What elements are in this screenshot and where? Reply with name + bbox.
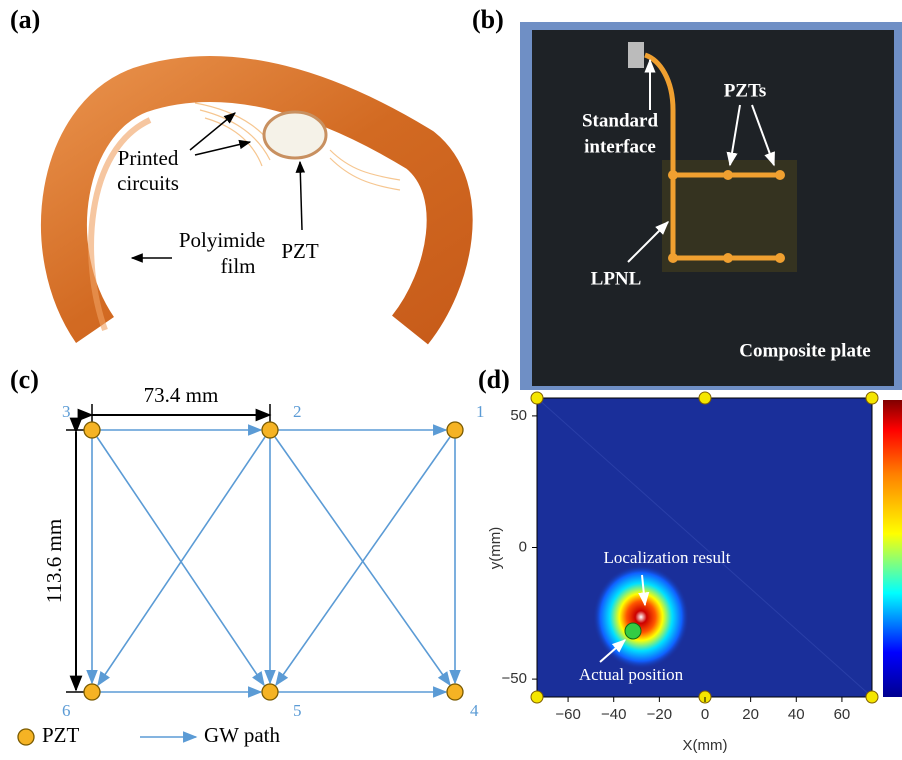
x-tick-label: −40 xyxy=(601,706,626,723)
pzt-nodes xyxy=(84,422,463,700)
annotation: Actual position xyxy=(579,665,684,684)
x-tick-label: 40 xyxy=(788,706,805,723)
node-label: 1 xyxy=(476,402,485,421)
panel-b: (b) Standard interface PZTs LPNL Composi… xyxy=(472,5,902,390)
x-tick-label: 0 xyxy=(701,706,709,723)
node-label: 5 xyxy=(293,701,302,720)
panel-label: (a) xyxy=(10,5,40,34)
arrow xyxy=(195,142,250,155)
legend-label: GW path xyxy=(204,723,281,747)
polyimide-film xyxy=(64,79,450,330)
annotation: Standard xyxy=(582,110,658,131)
x-tick-label: 60 xyxy=(834,706,851,723)
annotation: Composite plate xyxy=(739,340,870,361)
panel-d: (d) Localization result Actual position … xyxy=(478,365,902,754)
node-label: 2 xyxy=(293,402,302,421)
dimension-label: 73.4 mm xyxy=(144,383,219,407)
legend-label: PZT xyxy=(42,723,80,747)
node-label: 4 xyxy=(470,701,479,720)
x-axis-label: X(mm) xyxy=(683,737,728,754)
annotation: PZT xyxy=(281,239,319,263)
legend-marker xyxy=(18,729,34,745)
connector xyxy=(628,42,644,68)
annotation: Polyimide xyxy=(179,228,265,252)
annotation: Localization result xyxy=(604,548,731,567)
x-tick-label: −20 xyxy=(647,706,672,723)
colorbar xyxy=(883,400,902,697)
annotation: circuits xyxy=(117,171,179,195)
pzt-disc xyxy=(264,112,326,158)
x-tick-label: 20 xyxy=(742,706,759,723)
annotation: LPNL xyxy=(591,268,642,289)
annotation: film xyxy=(221,254,256,278)
arrow xyxy=(300,162,302,230)
node-label: 6 xyxy=(62,701,71,720)
panel-a: (a) Printed circuits Polyimide film PZT xyxy=(10,5,450,330)
annotation: interface xyxy=(584,136,656,157)
y-tick-label: −50 xyxy=(502,670,527,687)
annotation: PZTs xyxy=(724,80,767,101)
y-tick-label: 50 xyxy=(510,407,527,424)
panel-label: (b) xyxy=(472,5,504,34)
x-tick-label: −60 xyxy=(555,706,580,723)
y-axis-label: y(mm) xyxy=(487,527,504,569)
panel-c: (c) 73.4 mm 113.6 mm 1 2 3 4 5 6 PZT GW … xyxy=(10,365,485,747)
y-tick-label: 0 xyxy=(519,538,527,555)
damage-probability xyxy=(593,565,689,669)
node-label: 3 xyxy=(62,402,71,421)
annotation: Printed xyxy=(118,146,179,170)
gw-paths xyxy=(92,430,455,692)
dimension-label: 113.6 mm xyxy=(42,519,66,603)
panel-label: (c) xyxy=(10,365,39,394)
actual-position xyxy=(625,623,641,639)
arrow xyxy=(190,113,235,150)
panel-label: (d) xyxy=(478,365,510,394)
figure: (a) Printed circuits Polyimide film PZT … xyxy=(0,0,902,760)
